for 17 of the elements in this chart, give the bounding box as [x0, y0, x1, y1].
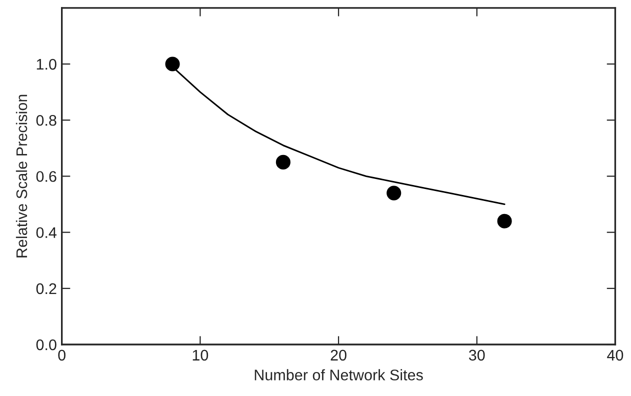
y-axis-title: Relative Scale Precision: [16, 94, 28, 258]
y-tick-label: 0.4: [36, 227, 57, 238]
y-tick-label: 0.8: [36, 114, 56, 126]
y-tick-label: 0.6: [36, 171, 56, 182]
y-tick-label: 0.0: [36, 339, 56, 350]
point: [497, 214, 512, 228]
point: [165, 56, 180, 72]
x-tick-label: 30: [468, 350, 485, 361]
point: [276, 154, 290, 170]
x-tick-label: 20: [330, 350, 346, 361]
point: [386, 186, 402, 200]
y-tick-label: 1.0: [36, 58, 56, 70]
x-axis-title: Number of Network Sites: [254, 369, 423, 380]
x-tick-label: 0: [58, 350, 66, 361]
x-tick-label: 10: [192, 350, 208, 361]
x-tick-label: 40: [607, 350, 624, 361]
y-tick-label: 0.2: [36, 283, 56, 294]
